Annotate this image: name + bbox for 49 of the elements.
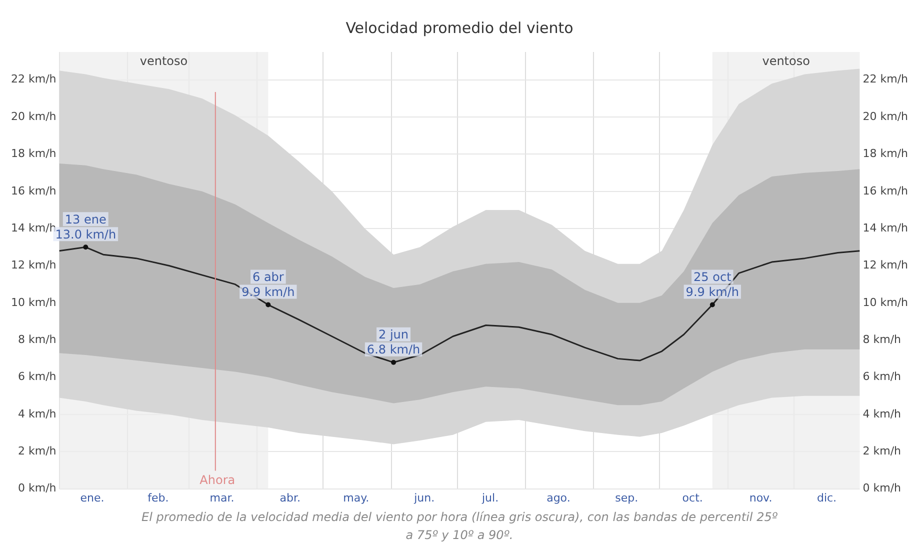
x-tick-label: dic. xyxy=(816,491,837,504)
y-tick-label: 12 km/h xyxy=(10,258,56,272)
y2-tick-label: 8 km/h xyxy=(862,332,902,346)
y-tick-label: 20 km/h xyxy=(10,110,56,123)
y-tick-label: 14 km/h xyxy=(10,221,56,234)
y2-tick-label: 16 km/h xyxy=(862,184,908,198)
point xyxy=(391,360,396,365)
annotation: 13 ene 13.0 km/h xyxy=(55,212,116,242)
x-tick-label: jun. xyxy=(413,491,435,504)
y-tick-label: 6 km/h xyxy=(18,370,56,384)
annotation: 25 oct 9.9 km/h xyxy=(686,270,739,299)
ref-line-label: Ahora xyxy=(200,472,236,487)
point xyxy=(266,302,271,308)
x-tick-label: sep. xyxy=(615,491,638,504)
x-tick-label: ago. xyxy=(546,491,570,504)
annotation: 2 jun 6.8 km/h xyxy=(366,328,420,357)
y2-tick-label: 12 km/h xyxy=(862,258,908,272)
x-tick-label: oct. xyxy=(682,491,703,504)
y-tick-label: 2 km/h xyxy=(18,444,56,458)
band-label: ventoso xyxy=(140,54,188,68)
y-tick-label: 10 km/h xyxy=(10,296,56,309)
y2-tick-label: 22 km/h xyxy=(862,72,908,86)
y-tick-label: 16 km/h xyxy=(10,184,56,198)
band-label: ventoso xyxy=(762,54,810,68)
x-tick-label: nov. xyxy=(749,491,772,504)
y2-tick-label: 18 km/h xyxy=(862,147,908,160)
y-tick-label: 18 km/h xyxy=(10,147,56,160)
y2-tick-label: 6 km/h xyxy=(862,370,902,384)
x-tick-label: may. xyxy=(343,491,370,504)
x-tick-label: jul. xyxy=(480,491,499,504)
annotation: 6 abr 9.9 km/h xyxy=(242,270,295,299)
y2-tick-label: 20 km/h xyxy=(862,110,908,123)
y2-tick-label: 4 km/h xyxy=(862,407,902,420)
x-tick-label: ene. xyxy=(80,491,104,504)
y-tick-label: 0 km/h xyxy=(18,482,56,495)
point xyxy=(83,244,88,250)
y-tick-label: 4 km/h xyxy=(18,407,56,420)
x-tick-label: feb. xyxy=(148,491,169,504)
y-tick-label: 8 km/h xyxy=(18,332,56,346)
x-tick-label: abr. xyxy=(280,491,301,504)
point xyxy=(710,302,715,308)
y2-tick-label: 14 km/h xyxy=(862,221,908,234)
y2-tick-label: 0 km/h xyxy=(862,482,902,495)
text: El promedio de la velocidad media del viento por hora (línea gris oscura), con las bandas de percentil 25º a 75º y 10º a 90º. xyxy=(140,509,779,544)
chart-title: Velocidad promedio del viento xyxy=(346,18,574,37)
y2-tick-label: 2 km/h xyxy=(862,444,902,458)
y2-tick-label: 10 km/h xyxy=(862,296,908,309)
x-tick-label: mar. xyxy=(210,491,234,504)
y-tick-label: 22 km/h xyxy=(10,72,56,86)
